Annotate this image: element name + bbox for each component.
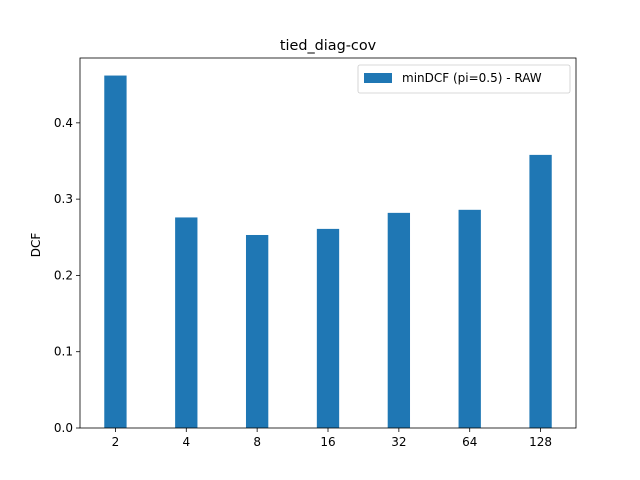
x-tick-label: 64 bbox=[462, 435, 477, 449]
y-tick-label: 0.0 bbox=[54, 421, 73, 435]
x-tick-label: 128 bbox=[529, 435, 552, 449]
x-tick-label: 32 bbox=[391, 435, 406, 449]
y-axis-label: DCF bbox=[29, 233, 43, 258]
plot-frame bbox=[79, 57, 577, 429]
bar-64 bbox=[458, 209, 481, 428]
legend-swatch bbox=[364, 73, 392, 83]
y-tick-label: 0.4 bbox=[54, 116, 73, 130]
bar-4 bbox=[175, 217, 198, 428]
bar-8 bbox=[245, 234, 269, 428]
legend-box bbox=[357, 64, 571, 94]
bar-32 bbox=[387, 212, 411, 428]
x-tick-label: 8 bbox=[253, 435, 261, 449]
bars-group bbox=[104, 75, 552, 429]
bar-16 bbox=[316, 228, 340, 428]
legend: minDCF (pi=0.5) - RAW bbox=[357, 64, 571, 94]
y-tick-label: 0.3 bbox=[54, 192, 73, 206]
y-tick-label: 0.1 bbox=[54, 345, 73, 359]
x-tick-label: 2 bbox=[112, 435, 120, 449]
x-axis: 2 4 8 16 32 64 128 bbox=[112, 428, 552, 449]
legend-label: minDCF (pi=0.5) - RAW bbox=[402, 71, 542, 85]
x-tick-label: 16 bbox=[320, 435, 335, 449]
x-tick-label: 4 bbox=[182, 435, 190, 449]
chart-title: tied_diag-cov bbox=[280, 38, 377, 54]
bar-2 bbox=[104, 75, 127, 429]
y-tick-label: 0.2 bbox=[54, 268, 73, 282]
bar-128 bbox=[529, 154, 552, 428]
y-axis: 0.0 0.1 0.2 0.3 0.4 bbox=[54, 116, 80, 435]
